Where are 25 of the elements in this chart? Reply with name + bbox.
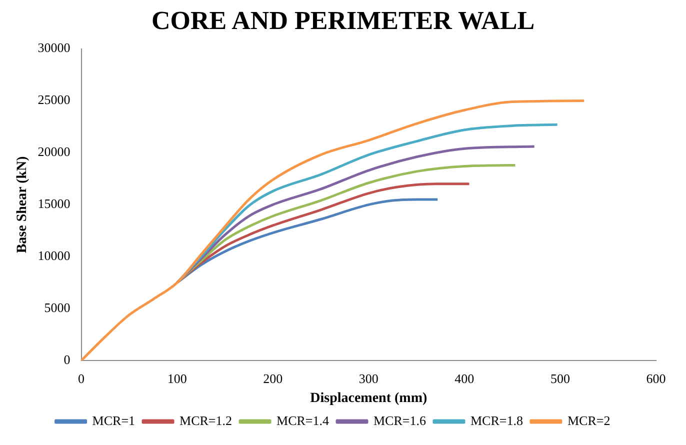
y-tick-label: 15000 [38, 196, 70, 212]
line-series [176, 164, 516, 284]
legend-label: MCR=1.2 [180, 412, 232, 428]
x-tick-label: 400 [454, 370, 474, 386]
legend-label: MCR=1.8 [470, 412, 523, 428]
x-tick-label: 300 [358, 370, 378, 386]
x-tick-label: 200 [263, 370, 283, 386]
legend-label: MCR=1 [92, 412, 136, 428]
chart-title: CORE AND PERIMETER WALL [150, 6, 536, 37]
x-tick-label: 100 [167, 370, 187, 386]
y-tick-label: 25000 [38, 92, 70, 108]
legend-label: MCR=1.6 [374, 412, 426, 428]
x-tick-label: 0 [78, 370, 85, 386]
y-tick-label: 5000 [44, 300, 70, 316]
legend-label: MCR=2 [567, 412, 610, 428]
y-tick-label: 10000 [38, 248, 70, 264]
x-axis-title: Displacement (mm) [310, 391, 428, 406]
y-tick-label: 30000 [38, 40, 70, 56]
x-tick-label: 600 [646, 370, 666, 386]
y-axis-title: Base Shear (kN) [15, 156, 30, 254]
y-tick-label: 20000 [38, 144, 70, 160]
y-tick-label: 0 [64, 352, 70, 368]
x-tick-label: 500 [550, 370, 570, 386]
legend-label: MCR=1.4 [276, 412, 330, 428]
line-series [81, 100, 586, 361]
